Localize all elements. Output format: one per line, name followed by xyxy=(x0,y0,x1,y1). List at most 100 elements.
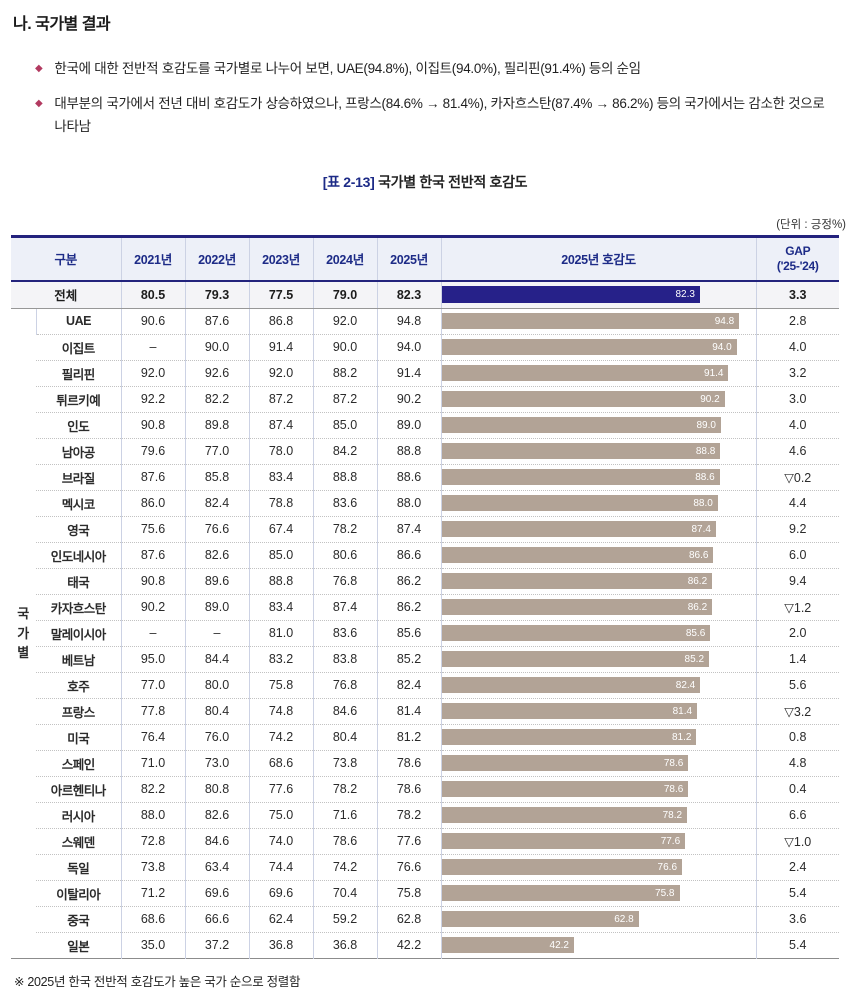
bar-cell: 91.4 xyxy=(440,360,756,387)
year-value: 92.6 xyxy=(184,360,249,387)
year-value: 87.6 xyxy=(184,308,249,335)
gap-value: 9.4 xyxy=(755,568,839,595)
year-value: 79.3 xyxy=(184,280,249,309)
year-value: 86.2 xyxy=(376,594,441,621)
bullet-text: 한국에 대한 전반적 호감도를 국가별로 나누어 보면, UAE(94.8%),… xyxy=(54,61,641,76)
gap-value: ▽0.2 xyxy=(755,464,839,491)
bar-value-label: 89.0 xyxy=(696,419,716,431)
bar-value-label: 85.2 xyxy=(684,653,705,665)
country-row: 남아공 79.6 77.0 78.0 84.2 88.8 88.8 4.6 xyxy=(11,438,839,465)
year-value: 83.8 xyxy=(312,646,377,673)
country-row: 러시아 88.0 82.6 75.0 71.6 78.2 78.2 6.6 xyxy=(11,802,839,829)
bar-cell: 81.2 xyxy=(440,724,756,751)
bullet-item-1: ◆ 한국에 대한 전반적 호감도를 국가별로 나누어 보면, UAE(94.8%… xyxy=(35,58,830,80)
year-value: 81.4 xyxy=(376,698,441,725)
bar-value-label: 94.0 xyxy=(712,341,732,353)
table-caption-tag: [표 2-13] xyxy=(322,173,375,190)
year-value: 76.8 xyxy=(312,568,377,595)
country-name: 인도네시아 xyxy=(36,542,121,569)
year-value: 92.0 xyxy=(248,360,313,387)
year-value: 86.2 xyxy=(376,568,441,595)
country-name: 멕시코 xyxy=(36,490,121,517)
year-value: 91.4 xyxy=(376,360,441,387)
bar-value-label: 78.6 xyxy=(663,757,684,769)
year-value: 73.8 xyxy=(120,854,185,881)
bar-cell: 89.0 xyxy=(440,412,756,439)
year-value: – xyxy=(184,620,249,647)
country-name: 카자흐스탄 xyxy=(36,594,121,621)
bar-cell: 78.6 xyxy=(440,776,756,803)
year-value: 87.6 xyxy=(120,542,185,569)
country-name: 말레이시아 xyxy=(36,620,121,647)
year-value: 78.6 xyxy=(376,750,441,777)
country-name: 튀르키예 xyxy=(36,386,121,413)
country-row: 일본 35.0 37.2 36.8 36.8 42.2 42.2 5.4 xyxy=(11,932,839,959)
year-value: 77.0 xyxy=(120,672,185,699)
country-bar: 94.8 xyxy=(441,313,740,330)
country-row: 튀르키예 92.2 82.2 87.2 87.2 90.2 90.2 3.0 xyxy=(11,386,839,413)
year-value: 82.6 xyxy=(184,802,249,829)
year-value: 89.8 xyxy=(184,412,249,439)
year-value: 83.6 xyxy=(312,620,377,647)
country-row: 스웨덴 72.8 84.6 74.0 78.6 77.6 77.6 ▽1.0 xyxy=(11,828,839,855)
header-year-2024: 2024년 xyxy=(312,236,377,282)
country-name: 영국 xyxy=(36,516,121,543)
year-value: 92.0 xyxy=(312,308,377,335)
year-value: 76.6 xyxy=(376,854,441,881)
total-label: 전체 xyxy=(11,280,121,309)
country-name: 러시아 xyxy=(36,802,121,829)
gap-value: 6.0 xyxy=(755,542,839,569)
country-bar: 81.2 xyxy=(441,729,697,746)
year-value: 90.0 xyxy=(184,334,249,361)
country-bar: 90.2 xyxy=(441,391,725,408)
year-value: 86.6 xyxy=(376,542,441,569)
gap-value: 3.0 xyxy=(755,386,839,413)
year-value: 69.6 xyxy=(248,880,313,907)
bar-cell: 76.6 xyxy=(440,854,756,881)
diamond-bullet-icon: ◆ xyxy=(35,98,43,110)
country-row: 베트남 95.0 84.4 83.2 83.8 85.2 85.2 1.4 xyxy=(11,646,839,673)
year-value: 75.0 xyxy=(248,802,313,829)
year-value: 91.4 xyxy=(248,334,313,361)
year-value: 82.6 xyxy=(184,542,249,569)
year-value: 90.8 xyxy=(120,412,185,439)
country-bar: 81.4 xyxy=(441,703,698,720)
country-row: 미국 76.4 76.0 74.2 80.4 81.2 81.2 0.8 xyxy=(11,724,839,751)
gap-value: 6.6 xyxy=(755,802,839,829)
gap-value: 3.6 xyxy=(755,906,839,933)
year-value: 77.6 xyxy=(248,776,313,803)
year-value: 88.2 xyxy=(312,360,377,387)
year-value: 80.4 xyxy=(312,724,377,751)
bar-value-label: 86.2 xyxy=(687,575,708,587)
bar-cell: 88.6 xyxy=(440,464,756,491)
year-value: 90.2 xyxy=(120,594,185,621)
year-value: 62.8 xyxy=(376,906,441,933)
year-value: 92.0 xyxy=(120,360,185,387)
gap-value: 3.2 xyxy=(755,360,839,387)
country-name: 중국 xyxy=(36,906,121,933)
country-row: 중국 68.6 66.6 62.4 59.2 62.8 62.8 3.6 xyxy=(11,906,839,933)
year-value: 62.4 xyxy=(248,906,313,933)
country-name: 프랑스 xyxy=(36,698,121,725)
country-row: 국 가 별 UAE 90.6 87.6 86.8 92.0 94.8 94.8 2.8 xyxy=(11,308,839,959)
bullet-text: 대부분의 국가에서 전년 대비 호감도가 상승하였으나, 프랑스(84.6% →… xyxy=(54,96,825,134)
year-value: 85.8 xyxy=(184,464,249,491)
gap-value: 4.6 xyxy=(755,438,839,465)
header-chart: 2025년 호감도 xyxy=(440,236,756,282)
table-body: 전체 80.5 79.3 77.5 79.0 82.3 82.3 3.3 국 가 별 UAE 90.6 8… xyxy=(11,280,839,959)
gap-value: 4.0 xyxy=(755,334,839,361)
year-value: 42.2 xyxy=(376,932,441,959)
year-value: 79.6 xyxy=(120,438,185,465)
bar-value-label: 85.6 xyxy=(685,627,706,639)
year-value: 80.8 xyxy=(184,776,249,803)
country-row: 인도네시아 87.6 82.6 85.0 80.6 86.6 86.6 6.0 xyxy=(11,542,839,569)
country-name: UAE xyxy=(35,308,121,335)
year-value: 86.0 xyxy=(120,490,185,517)
bar-cell: 81.4 xyxy=(440,698,756,725)
country-row: 스페인 71.0 73.0 68.6 73.8 78.6 78.6 4.8 xyxy=(11,750,839,777)
year-value: 83.4 xyxy=(248,594,313,621)
country-row: 멕시코 86.0 82.4 78.8 83.6 88.0 88.0 4.4 xyxy=(11,490,839,517)
year-value: 36.8 xyxy=(248,932,313,959)
